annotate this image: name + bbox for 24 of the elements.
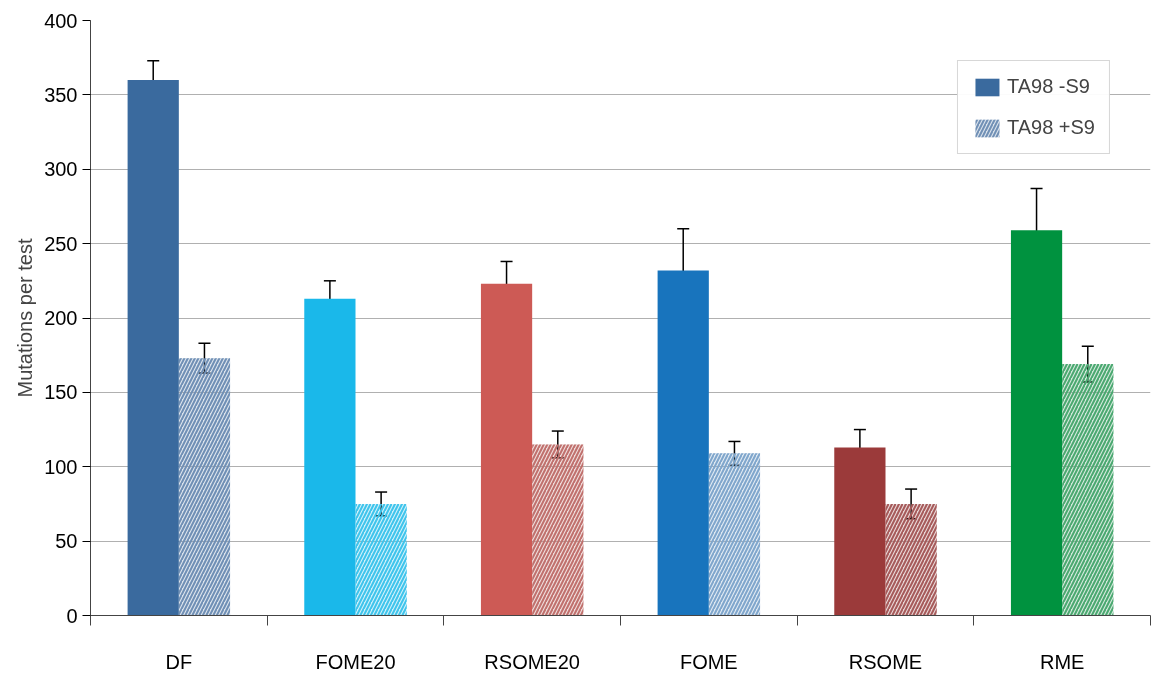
x-tick-label: FOME20 bbox=[315, 650, 396, 673]
x-tick-label: RSOME bbox=[848, 650, 923, 673]
y-tick-label: 200 bbox=[44, 307, 78, 329]
x-tick-label: RSOME20 bbox=[484, 650, 580, 673]
x-tick-label: FOME bbox=[679, 650, 738, 673]
y-tick-label: 150 bbox=[44, 381, 78, 404]
y-tick-label: 350 bbox=[44, 83, 78, 106]
bar bbox=[834, 447, 886, 616]
y-tick-label: 100 bbox=[44, 455, 78, 478]
bar bbox=[657, 270, 709, 616]
bar bbox=[127, 80, 179, 616]
y-tick-label: 250 bbox=[44, 232, 78, 255]
x-tick-label: DF bbox=[165, 650, 193, 673]
y-tick-label: 400 bbox=[44, 9, 78, 32]
y-tick-label: 300 bbox=[44, 158, 78, 181]
bar bbox=[304, 298, 356, 616]
bar bbox=[1010, 230, 1063, 616]
y-axis-title: Mutations per test bbox=[14, 238, 37, 398]
y-tick-label: 0 bbox=[66, 604, 78, 627]
x-tick-label: RME bbox=[1039, 650, 1085, 673]
legend-label: TA98 -S9 bbox=[1006, 75, 1090, 98]
legend-label: TA98 +S9 bbox=[1006, 116, 1095, 139]
bar bbox=[480, 283, 533, 616]
y-tick-label: 50 bbox=[55, 530, 78, 553]
